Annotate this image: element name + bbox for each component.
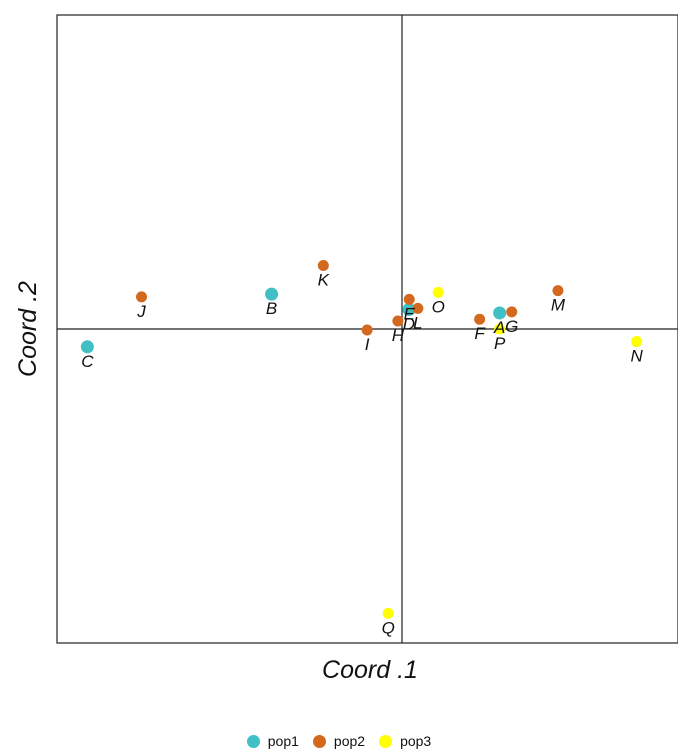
points-layer: [80, 260, 643, 619]
legend-label-pop1: pop1: [267, 733, 299, 749]
point-P: [494, 323, 506, 335]
point-label-K: K: [318, 271, 330, 290]
point-label-N: N: [630, 347, 643, 366]
point-label-C: C: [81, 352, 94, 371]
point-H: [392, 315, 404, 327]
point-label-G: G: [505, 317, 518, 336]
point-label-H: H: [392, 326, 405, 345]
point-M: [552, 285, 564, 297]
point-label-J: J: [136, 302, 146, 321]
legend: pop1 pop2 pop3: [0, 733, 678, 749]
point-B: [265, 287, 279, 301]
legend-marker-pop3: [379, 734, 393, 748]
point-label-Q: Q: [382, 618, 395, 637]
point-G: [506, 306, 518, 318]
point-label-D: D: [403, 314, 415, 333]
point-label-L: L: [413, 313, 422, 332]
labels-layer: A B C DE F G H I J K L M N O P Q: [81, 271, 643, 638]
legend-item-pop2: pop2: [312, 733, 366, 749]
point-I: [361, 324, 373, 336]
point-label-E: E: [404, 304, 416, 323]
legend-item-pop1: pop1: [246, 733, 299, 749]
point-L: [412, 302, 424, 314]
point-N: [631, 336, 643, 348]
point-label-A: A: [493, 318, 505, 337]
y-axis-title: Coord .2: [14, 281, 42, 377]
point-K: [317, 260, 329, 272]
point-A: [493, 306, 507, 320]
point-F: [474, 313, 486, 325]
point-C: [80, 340, 94, 354]
point-D: [402, 302, 416, 316]
point-label-M: M: [551, 296, 566, 315]
point-J: [136, 291, 148, 303]
scatter-plot: A B C DE F G H I J K L M N O P Q Coord .1 Coord .2: [14, 14, 678, 684]
point-O: [432, 286, 444, 298]
point-label-B: B: [266, 299, 277, 318]
point-label-F: F: [474, 324, 486, 343]
point-E: [403, 293, 415, 305]
x-axis-title: Coord .1: [322, 656, 418, 684]
legend-label-pop3: pop3: [400, 733, 432, 749]
legend-label-pop2: pop2: [333, 733, 366, 749]
legend-item-pop3: pop3: [379, 733, 431, 749]
point-label-O: O: [432, 297, 445, 316]
point-Q: [382, 607, 394, 619]
point-label-P: P: [494, 334, 506, 353]
point-label-I: I: [365, 335, 370, 354]
legend-marker-pop2: [312, 734, 326, 748]
legend-marker-pop1: [246, 734, 260, 748]
